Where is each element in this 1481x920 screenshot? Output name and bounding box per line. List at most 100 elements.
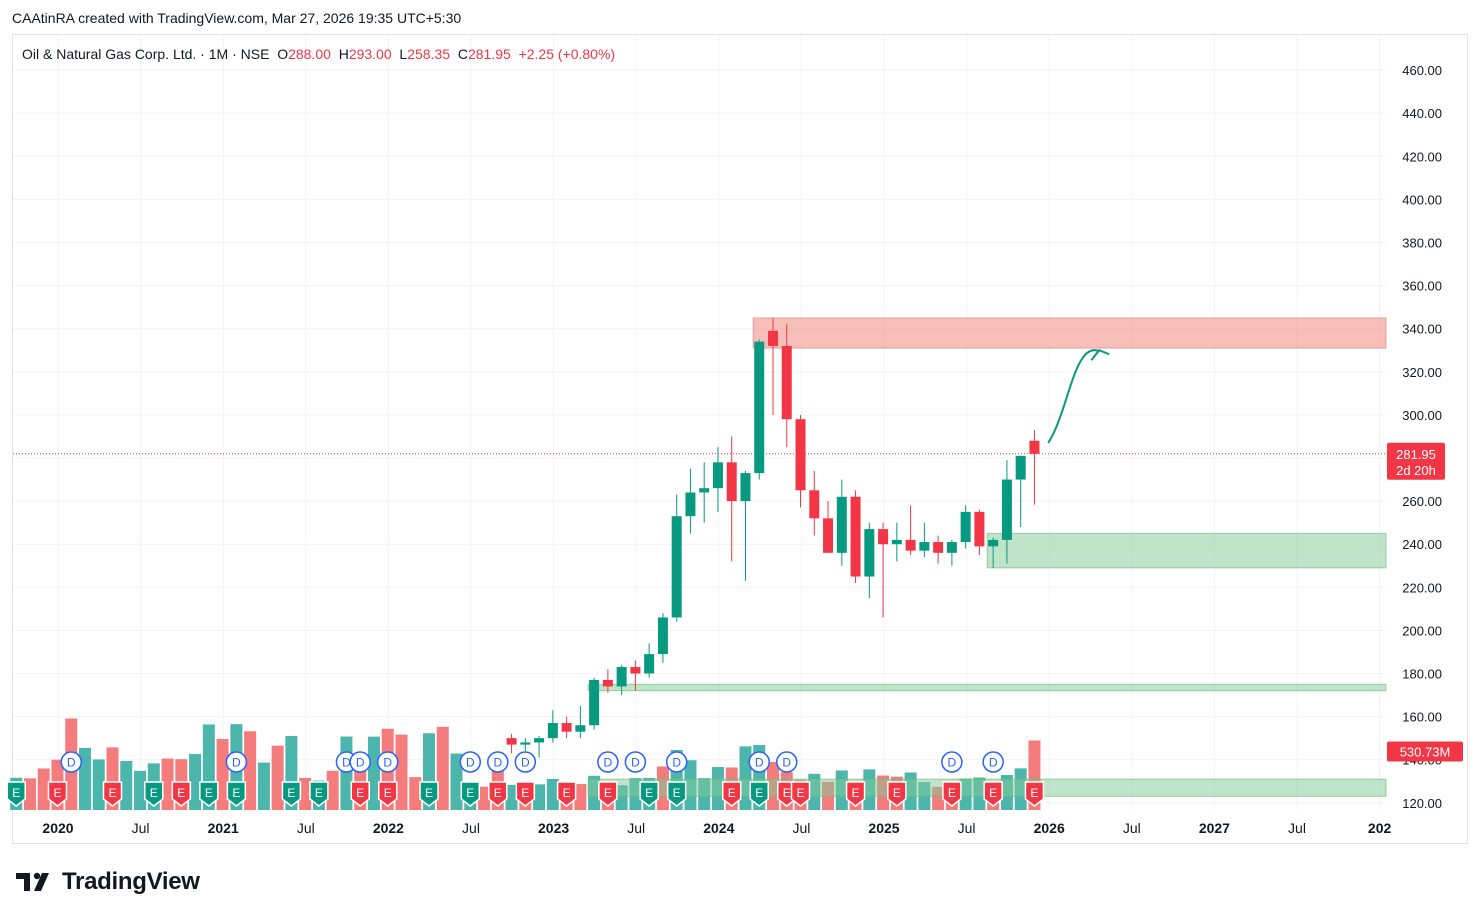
candle-body xyxy=(919,542,930,551)
volume-bar xyxy=(505,784,518,810)
earnings-marker xyxy=(942,781,962,807)
earnings-marker xyxy=(226,781,247,807)
symbol-legend: Oil & Natural Gas Corp. Ltd. · 1M · NSE … xyxy=(22,46,615,62)
dividend-marker xyxy=(982,751,1004,773)
dividend-marker-label: D xyxy=(672,756,681,770)
earnings-marker-label: E xyxy=(466,786,474,800)
candle-body xyxy=(644,654,655,674)
candle-body xyxy=(671,516,682,618)
volume-bar xyxy=(120,761,133,810)
dividend-marker xyxy=(376,751,399,773)
earnings-marker xyxy=(171,781,192,807)
tradingview-logo-icon xyxy=(16,872,49,891)
time-tick-label: Jul xyxy=(627,820,645,836)
earnings-marker-label: E xyxy=(783,786,791,800)
dividend-marker xyxy=(597,751,619,773)
dividend-marker xyxy=(60,751,82,773)
volume-bar xyxy=(546,778,559,810)
price-tick-label: 300.00 xyxy=(1402,408,1442,423)
dividend-marker-label: D xyxy=(782,756,791,770)
candle-body xyxy=(1029,440,1040,454)
candle-body xyxy=(602,679,613,687)
dividend-marker-label: D xyxy=(342,756,351,770)
tradingview-logo[interactable]: TradingView xyxy=(16,868,200,896)
volume-value-label: 530.73M xyxy=(1400,744,1451,759)
earnings-marker-label: E xyxy=(315,786,323,800)
earnings-marker xyxy=(790,781,811,807)
dividend-marker xyxy=(514,751,537,773)
dividend-marker-label: D xyxy=(521,756,530,770)
candle-body xyxy=(712,462,723,489)
candle-body xyxy=(988,539,999,547)
volume-bar xyxy=(409,777,422,810)
time-tick-label: 202 xyxy=(1368,820,1392,836)
dividend-marker-label: D xyxy=(493,756,502,770)
candle-body xyxy=(878,529,889,545)
earnings-marker-label: E xyxy=(673,786,681,800)
candle-body xyxy=(754,341,765,474)
candle-body xyxy=(589,679,600,726)
candle-body xyxy=(657,617,668,655)
candle-body xyxy=(547,723,558,739)
dividend-marker xyxy=(941,751,963,773)
earnings-marker-label: E xyxy=(852,786,860,800)
legend-open-label: O xyxy=(277,46,289,62)
earnings-marker xyxy=(350,781,370,807)
earnings-marker-label: E xyxy=(893,786,901,800)
volume-bar xyxy=(739,746,752,810)
price-tick-label: 220.00 xyxy=(1402,580,1442,595)
legend-low-label: L xyxy=(399,46,408,62)
candle-body xyxy=(1001,479,1012,540)
price-tick-label: 120.00 xyxy=(1402,796,1442,811)
candle-body xyxy=(534,738,545,743)
dividend-marker xyxy=(225,751,248,773)
projection-arrow-head xyxy=(1090,349,1110,361)
earnings-marker xyxy=(144,781,164,807)
price-tick-label: 400.00 xyxy=(1402,192,1442,207)
volume-bar xyxy=(257,762,270,810)
volume-bar xyxy=(574,784,587,810)
candle-body xyxy=(905,539,916,551)
chart-pane[interactable] xyxy=(12,34,1468,844)
volume-bar xyxy=(436,726,449,810)
candle-series xyxy=(506,317,1040,758)
legend-close-label: C xyxy=(457,46,468,62)
dividend-marker xyxy=(349,751,371,773)
earnings-marker xyxy=(47,781,68,807)
volume-bar xyxy=(37,768,50,810)
earnings-marker-label: E xyxy=(356,786,364,800)
earnings-marker xyxy=(639,781,659,807)
price-tick-label: 160.00 xyxy=(1402,710,1442,725)
time-tick-label: 2024 xyxy=(703,820,734,836)
earnings-marker-label: E xyxy=(797,786,805,800)
dividend-marker xyxy=(459,751,482,773)
dividend-marker xyxy=(776,751,798,773)
time-tick-label: 2026 xyxy=(1034,820,1065,836)
earnings-marker xyxy=(721,781,742,807)
candle-body xyxy=(823,518,834,553)
time-tick-label: 2021 xyxy=(208,820,239,836)
time-tick-label: Jul xyxy=(792,820,810,836)
earnings-marker xyxy=(6,781,26,807)
time-tick-label: Jul xyxy=(132,820,150,836)
earnings-marker xyxy=(102,781,123,807)
candle-body xyxy=(974,511,985,547)
time-tick-label: 2025 xyxy=(868,820,899,836)
candle-body xyxy=(726,462,737,502)
dividend-marker xyxy=(748,751,770,773)
legend-change: +2.25 (+0.80%) xyxy=(518,46,616,62)
volume-bar xyxy=(244,731,257,810)
chart-credit: CAAtinRA created with TradingView.com, M… xyxy=(12,10,462,26)
last-price-label: 281.95 xyxy=(1396,447,1436,462)
earnings-marker-label: E xyxy=(109,786,117,800)
last-price-badge xyxy=(1387,442,1445,480)
candle-body xyxy=(960,511,971,543)
earnings-marker xyxy=(460,781,481,807)
earnings-marker-label: E xyxy=(232,786,240,800)
zone-resistance xyxy=(752,317,1387,349)
legend-symbol[interactable]: Oil & Natural Gas Corp. Ltd. · 1M · NSE xyxy=(22,46,270,62)
earnings-marker-label: E xyxy=(205,786,213,800)
volume-bar xyxy=(134,770,147,810)
volume-bar xyxy=(23,778,36,810)
